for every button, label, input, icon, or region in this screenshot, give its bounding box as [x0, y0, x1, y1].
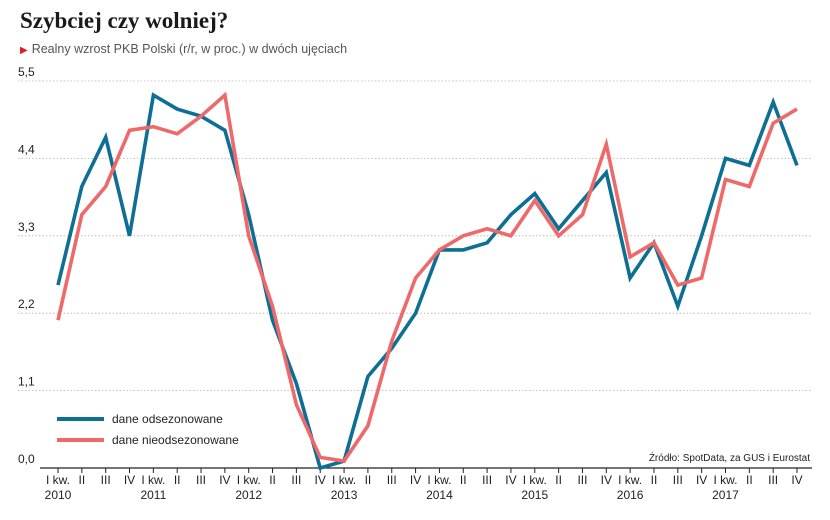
x-year-label: 2012: [235, 488, 262, 502]
y-tick-label: 5,5: [18, 65, 35, 79]
x-tick-label: II: [460, 473, 467, 487]
y-axis-ticks: 0,0 1,1 2,2 3,3 4,4 5,5: [18, 65, 35, 466]
x-tick-label: IV: [219, 473, 230, 487]
y-tick-label: 2,2: [18, 297, 35, 311]
x-tick-label: I kw.: [523, 473, 547, 487]
x-year-label: 2013: [331, 488, 358, 502]
legend: dane odsezonowane dane nieodsezonowane: [57, 412, 239, 447]
chart-subtitle-text: Realny wzrost PKB Polski (r/r, w proc.) …: [31, 42, 348, 56]
triangle-icon: ▶: [20, 45, 28, 56]
x-tick-label: III: [196, 473, 206, 487]
legend-label: dane nieodsezonowane: [112, 433, 239, 447]
x-tick-label: II: [79, 473, 86, 487]
x-tick-label: IV: [315, 473, 326, 487]
y-tick-label: 1,1: [18, 375, 35, 389]
x-tick-label: II: [365, 473, 372, 487]
y-tick-label: 4,4: [18, 142, 35, 156]
x-tick-label: IV: [791, 473, 802, 487]
x-axis: I kw. II III IV I kw. II III IV I kw. II III IV I kw…: [40, 467, 812, 502]
source-note: Źródło: SpotData, za GUS i Eurostat: [648, 453, 810, 464]
chart-title: Szybciej czy wolniej?: [20, 8, 229, 33]
x-tick-label: III: [673, 473, 683, 487]
y-tick-label: 0,0: [18, 452, 35, 466]
x-tick-label: IV: [696, 473, 707, 487]
chart-subtitle: ▶ Realny wzrost PKB Polski (r/r, w proc.)…: [20, 42, 347, 56]
x-tick-label: I kw.: [332, 473, 356, 487]
grid-lines: [18, 80, 812, 392]
x-tick-label: I kw.: [46, 473, 70, 487]
x-tick-label: III: [577, 473, 587, 487]
x-tick-label: II: [651, 473, 658, 487]
x-tick-label: III: [387, 473, 397, 487]
x-tick-label: IV: [124, 473, 135, 487]
x-tick-label: I kw.: [618, 473, 642, 487]
x-tick-label: III: [482, 473, 492, 487]
x-tick-label: I kw.: [713, 473, 737, 487]
series-line-2: [56, 91, 798, 463]
x-tick-label: IV: [505, 473, 516, 487]
series-lines: [56, 91, 799, 471]
x-year-label: 2015: [521, 488, 548, 502]
x-tick-label: II: [174, 473, 181, 487]
x-year-label: 2010: [45, 488, 72, 502]
x-tick-label: III: [768, 473, 778, 487]
x-tick-label: I kw.: [237, 473, 261, 487]
series-line-1: [56, 92, 799, 471]
x-year-label: 2011: [140, 488, 166, 502]
x-year-label: 2016: [617, 488, 644, 502]
x-tick-label: I kw.: [427, 473, 451, 487]
y-tick-label: 3,3: [18, 220, 35, 234]
x-tick-label: IV: [410, 473, 421, 487]
x-tick-label: III: [101, 473, 111, 487]
x-tick-label: II: [555, 473, 562, 487]
legend-label: dane odsezonowane: [112, 412, 223, 426]
x-year-label: 2014: [426, 488, 453, 502]
x-tick-label: III: [291, 473, 301, 487]
x-tick-label: II: [269, 473, 276, 487]
x-tick-label: IV: [601, 473, 612, 487]
x-tick-label: I kw.: [141, 473, 165, 487]
x-year-label: 2017: [712, 488, 739, 502]
x-tick-label: II: [746, 473, 753, 487]
